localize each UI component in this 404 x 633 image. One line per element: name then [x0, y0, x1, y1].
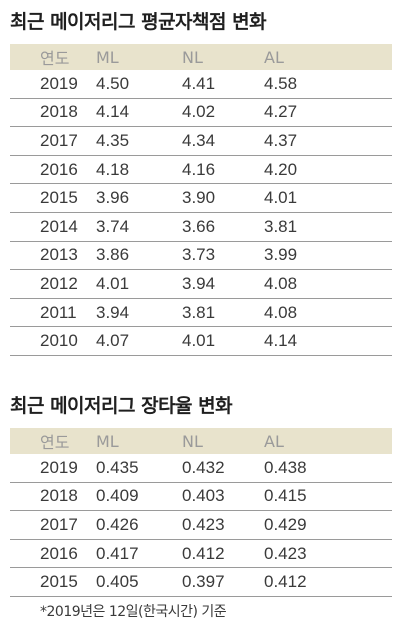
nl-cell: 0.432 — [182, 457, 225, 477]
year-cell: 2014 — [40, 216, 78, 236]
ml-cell: 0.417 — [96, 543, 139, 563]
slg-table: 연도 ML NL AL 2019 0.435 0.432 0.438 2018 … — [10, 428, 392, 597]
year-cell: 2019 — [40, 457, 78, 477]
table-row: 2010 4.07 4.01 4.14 — [10, 327, 392, 356]
table-row: 2014 3.74 3.66 3.81 — [10, 213, 392, 242]
year-cell: 2015 — [40, 572, 78, 592]
year-cell: 2017 — [40, 130, 78, 150]
nl-cell: 3.94 — [182, 273, 216, 293]
ml-cell: 0.405 — [96, 572, 139, 592]
footnote: *2019년은 12일(한국시간) 기준 — [40, 604, 227, 620]
era-table: 연도 ML NL AL 2019 4.50 4.41 4.58 2018 4.1… — [10, 44, 392, 356]
era-table-header: 연도 ML NL AL — [10, 44, 392, 70]
year-cell: 2019 — [40, 73, 78, 93]
nl-cell: 0.403 — [182, 486, 225, 506]
header-al: AL — [264, 431, 284, 451]
ml-cell: 3.96 — [96, 188, 130, 208]
al-cell: 3.99 — [264, 245, 298, 265]
nl-cell: 3.66 — [182, 216, 216, 236]
ml-cell: 4.18 — [96, 159, 130, 179]
al-cell: 4.08 — [264, 273, 298, 293]
header-al: AL — [264, 47, 284, 67]
table-row: 2017 4.35 4.34 4.37 — [10, 127, 392, 156]
al-cell: 0.412 — [264, 572, 307, 592]
nl-cell: 4.34 — [182, 130, 216, 150]
ml-cell: 3.86 — [96, 245, 130, 265]
nl-cell: 0.423 — [182, 514, 225, 534]
header-nl: NL — [182, 431, 203, 451]
header-year: 연도 — [40, 49, 70, 68]
ml-cell: 3.94 — [96, 302, 130, 322]
al-cell: 4.37 — [264, 130, 298, 150]
ml-cell: 4.01 — [96, 273, 130, 293]
table-row: 2016 0.417 0.412 0.423 — [10, 540, 392, 569]
nl-cell: 0.412 — [182, 543, 225, 563]
ml-cell: 4.14 — [96, 102, 130, 122]
header-ml: ML — [96, 431, 119, 451]
header-nl: NL — [182, 47, 203, 67]
table-row: 2013 3.86 3.73 3.99 — [10, 242, 392, 271]
year-cell: 2012 — [40, 273, 78, 293]
year-cell: 2015 — [40, 188, 78, 208]
nl-cell: 4.41 — [182, 73, 216, 93]
al-cell: 4.08 — [264, 302, 298, 322]
year-cell: 2018 — [40, 102, 78, 122]
al-cell: 0.415 — [264, 486, 307, 506]
era-section-title: 최근 메이저리그 평균자책점 변화 — [10, 11, 267, 33]
header-year: 연도 — [40, 433, 70, 452]
slg-table-header: 연도 ML NL AL — [10, 428, 392, 454]
nl-cell: 4.16 — [182, 159, 216, 179]
al-cell: 0.429 — [264, 514, 307, 534]
table-row: 2018 0.409 0.403 0.415 — [10, 483, 392, 512]
year-cell: 2016 — [40, 159, 78, 179]
table-row: 2015 0.405 0.397 0.412 — [10, 568, 392, 597]
nl-cell: 3.73 — [182, 245, 216, 265]
year-cell: 2010 — [40, 331, 78, 351]
year-cell: 2016 — [40, 543, 78, 563]
nl-cell: 0.397 — [182, 572, 225, 592]
al-cell: 4.01 — [264, 188, 298, 208]
al-cell: 4.20 — [264, 159, 298, 179]
year-cell: 2018 — [40, 486, 78, 506]
nl-cell: 4.01 — [182, 331, 216, 351]
year-cell: 2017 — [40, 514, 78, 534]
ml-cell: 3.74 — [96, 216, 130, 236]
al-cell: 4.27 — [264, 102, 298, 122]
table-row: 2017 0.426 0.423 0.429 — [10, 511, 392, 540]
ml-cell: 0.409 — [96, 486, 139, 506]
al-cell: 3.81 — [264, 216, 298, 236]
year-cell: 2013 — [40, 245, 78, 265]
table-row: 2019 4.50 4.41 4.58 — [10, 70, 392, 99]
al-cell: 4.14 — [264, 331, 298, 351]
header-ml: ML — [96, 47, 119, 67]
ml-cell: 4.50 — [96, 73, 130, 93]
table-row: 2012 4.01 3.94 4.08 — [10, 270, 392, 299]
ml-cell: 4.35 — [96, 130, 130, 150]
nl-cell: 3.90 — [182, 188, 216, 208]
slg-section-title: 최근 메이저리그 장타율 변화 — [10, 395, 233, 417]
table-row: 2019 0.435 0.432 0.438 — [10, 454, 392, 483]
al-cell: 0.423 — [264, 543, 307, 563]
table-row: 2018 4.14 4.02 4.27 — [10, 99, 392, 128]
table-row: 2015 3.96 3.90 4.01 — [10, 184, 392, 213]
nl-cell: 4.02 — [182, 102, 216, 122]
ml-cell: 4.07 — [96, 331, 130, 351]
year-cell: 2011 — [40, 302, 77, 322]
al-cell: 0.438 — [264, 457, 307, 477]
table-row: 2016 4.18 4.16 4.20 — [10, 156, 392, 185]
table-row: 2011 3.94 3.81 4.08 — [10, 299, 392, 328]
nl-cell: 3.81 — [182, 302, 216, 322]
ml-cell: 0.426 — [96, 514, 139, 534]
ml-cell: 0.435 — [96, 457, 139, 477]
al-cell: 4.58 — [264, 73, 298, 93]
